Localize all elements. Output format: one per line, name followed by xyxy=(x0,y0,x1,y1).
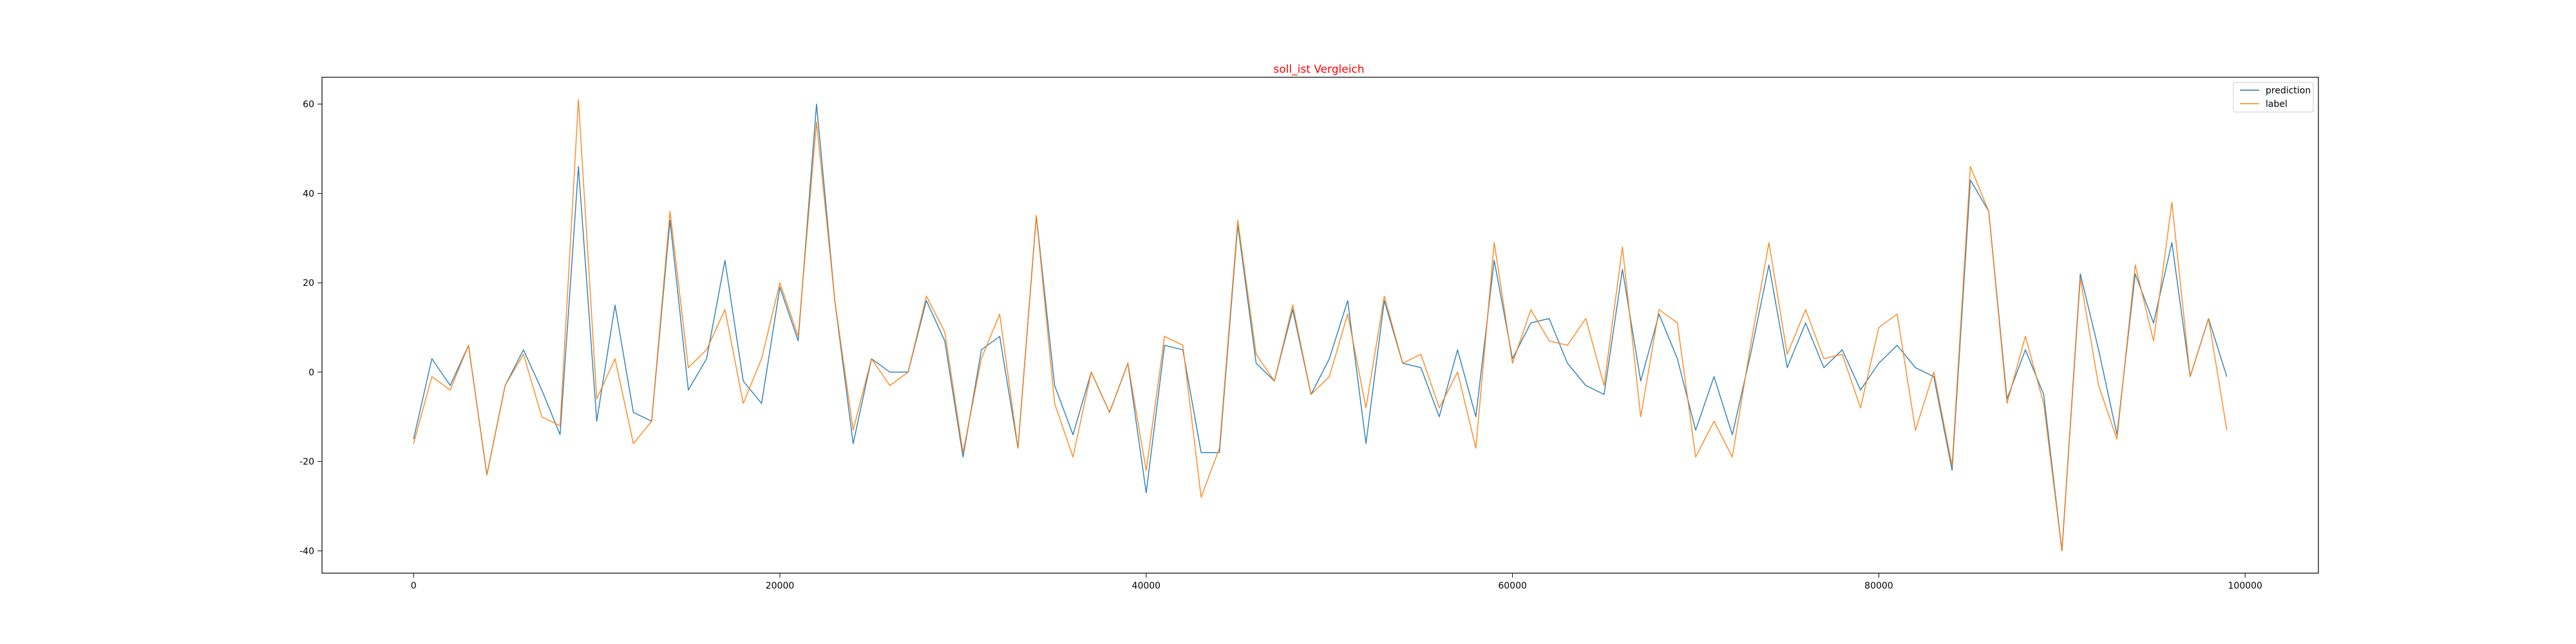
x-tick-label: 40000 xyxy=(1132,581,1161,591)
legend: prediction label xyxy=(2233,82,2314,113)
x-tick-label: 20000 xyxy=(766,581,795,591)
series-line-label xyxy=(413,99,2228,552)
y-tick-label: 40 xyxy=(303,189,314,199)
series-layer xyxy=(413,99,2228,552)
legend-label-prediction: prediction xyxy=(2266,86,2311,96)
x-tick-label: 0 xyxy=(411,581,417,591)
y-tick-label: -20 xyxy=(299,457,314,468)
x-tick-label: 100000 xyxy=(2228,581,2262,591)
legend-label-label: label xyxy=(2266,99,2287,109)
y-tick-label: 0 xyxy=(308,368,314,378)
y-axis: -40 -20 0 20 40 60 xyxy=(299,100,322,556)
x-tick-label: 80000 xyxy=(1864,581,1893,591)
y-tick-label: 60 xyxy=(303,100,314,110)
chart-title: soll_ist Vergleich xyxy=(1273,63,1364,76)
y-tick-label: 20 xyxy=(303,278,314,289)
x-tick-label: 60000 xyxy=(1498,581,1527,591)
x-axis: 0 20000 40000 60000 80000 100000 xyxy=(411,573,2262,591)
series-line-prediction xyxy=(413,103,2228,552)
plot-area-frame xyxy=(321,77,2319,574)
y-tick-label: -40 xyxy=(299,546,314,556)
